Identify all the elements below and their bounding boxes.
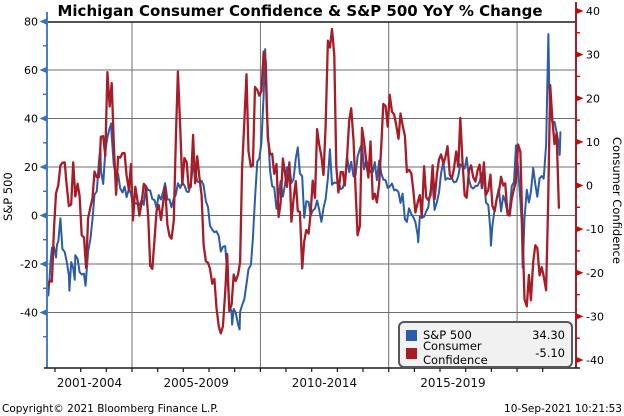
right-tick-label: 40 (586, 5, 600, 18)
left-tick-arrow (39, 66, 47, 74)
right-tick-label: 30 (586, 49, 600, 62)
x-section-label: 2005-2009 (163, 376, 228, 390)
left-tick-label: 80 (24, 16, 38, 29)
left-tick-arrow (39, 163, 47, 171)
left-tick-label: 60 (24, 64, 38, 77)
legend: S&P 500 34.30 Consumer Confidence -5.10 (398, 321, 573, 368)
right-tick-arrow (576, 269, 584, 276)
left-tick-arrow (39, 18, 47, 25)
left-tick-arrow (39, 115, 47, 122)
x-section-label: 2015-2019 (420, 376, 485, 390)
legend-value-consumer-confidence: -5.10 (535, 346, 565, 360)
left-axis-title: S&P 500 (1, 172, 15, 222)
right-tick-label: 10 (586, 136, 600, 149)
legend-label-consumer-confidence: Consumer Confidence (423, 339, 488, 367)
right-tick-label: -10 (586, 223, 604, 236)
right-tick-arrow (576, 51, 584, 58)
legend-swatch-sp500 (406, 329, 417, 341)
legend-item-sp500: S&P 500 34.30 (406, 326, 565, 344)
right-tick-label: -20 (586, 267, 604, 280)
left-tick-label: -20 (20, 258, 38, 271)
left-tick-label: -40 (20, 307, 38, 320)
left-tick-label: 40 (24, 113, 38, 126)
left-tick-arrow (39, 212, 47, 219)
right-tick-label: 20 (586, 92, 600, 105)
x-section-label: 2001-2004 (57, 376, 122, 390)
chart-title: Michigan Consumer Confidence & S&P 500 Y… (57, 2, 543, 20)
left-tick-label: 0 (31, 210, 38, 223)
x-section-label: 2010-2014 (292, 376, 357, 390)
right-tick-label: -40 (586, 354, 604, 367)
left-tick-arrow (39, 309, 47, 316)
right-tick-arrow (576, 356, 584, 364)
legend-label-sp500: S&P 500 (423, 328, 472, 342)
right-tick-arrow (576, 138, 584, 146)
left-tick-arrow (39, 260, 47, 268)
consumer-confidence-line (46, 27, 561, 335)
copyright-text: Copyright© 2021 Bloomberg Finance L.P. (2, 403, 219, 415)
right-tick-arrow (576, 7, 584, 15)
right-tick-label: 0 (586, 180, 593, 193)
right-axis-title: Consumer Confidence (610, 136, 624, 264)
legend-value-sp500: 34.30 (532, 328, 565, 342)
timestamp-text: 10-Sep-2021 10:21:53 (504, 403, 622, 415)
left-tick-label: 20 (24, 161, 38, 174)
right-tick-label: -30 (586, 310, 604, 323)
right-tick-arrow (576, 225, 584, 233)
right-tick-arrow (576, 313, 584, 320)
right-tick-arrow (576, 182, 584, 189)
right-tick-arrow (576, 95, 584, 102)
legend-swatch-consumer-confidence (406, 347, 417, 359)
legend-item-consumer-confidence: Consumer Confidence -5.10 (406, 339, 565, 367)
